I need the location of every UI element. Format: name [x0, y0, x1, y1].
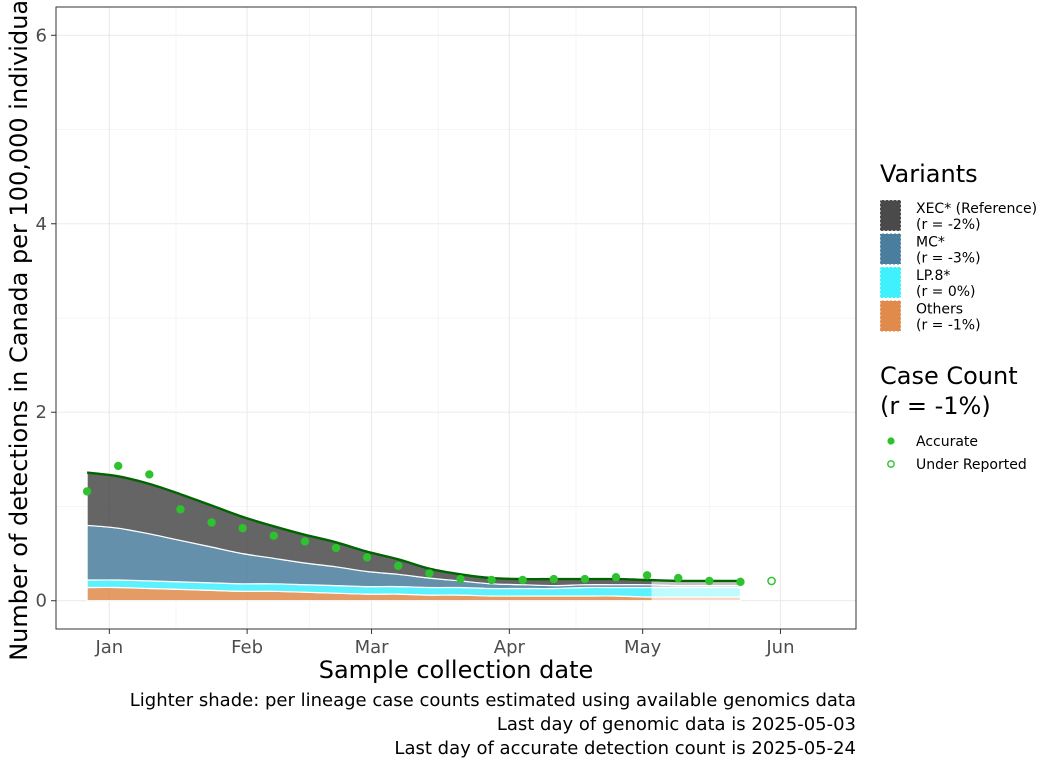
estimated-area-lp-8: [651, 587, 741, 598]
legend-rate-mc: (r = -3%): [916, 251, 981, 267]
accurate-point: [238, 523, 247, 533]
accurate-point: [331, 543, 341, 553]
x-axis: Jan Feb Mar Apr May Jun: [94, 629, 795, 658]
accurate-point: [114, 461, 123, 471]
legend-label-others: Others: [916, 302, 963, 318]
case-count-points: [82, 461, 776, 587]
caption-line-3: Last day of accurate detection count is …: [394, 738, 856, 759]
accurate-point: [549, 574, 558, 584]
accurate-point: [82, 487, 92, 496]
accurate-point: [425, 569, 434, 578]
accurate-point: [176, 505, 185, 514]
legend-case-count-title: Case Count: [880, 362, 1018, 390]
legend-swatch-others: [879, 300, 902, 332]
y-axis-title: Number of detections in Canada per 100,0…: [5, 0, 33, 661]
legend-label-mc: MC*: [916, 235, 945, 251]
legend-accurate-marker: [887, 437, 895, 445]
accurate-point: [580, 574, 590, 584]
legend-variants: XEC* (Reference)(r = -2%) MC*(r = -3%)LP.…: [879, 199, 1037, 334]
legend-case-label: Accurate: [916, 434, 978, 450]
legend-label-xec-reference: XEC* (Reference): [916, 201, 1037, 217]
legend-rate-xec-reference: (r = -2%): [916, 217, 981, 233]
total-line: [86, 471, 741, 583]
legend-case-count: Accurate Under Reported: [887, 434, 1027, 473]
area-layers: [86, 471, 741, 602]
x-tick-label: May: [624, 637, 662, 658]
legend-rate-lp-8: (r = 0%): [916, 284, 976, 300]
caption-line-1: Lighter shade: per lineage case counts e…: [130, 690, 856, 711]
y-tick-label: 0: [36, 591, 47, 612]
accurate-point: [518, 575, 527, 585]
legend-case-count-rate: (r = -1%): [880, 392, 991, 420]
total-line-path: [86, 471, 741, 583]
accurate-point: [487, 575, 496, 585]
accurate-point: [674, 573, 683, 583]
accurate-point: [145, 470, 154, 479]
accurate-point: [394, 561, 403, 571]
legend-under-reported-marker: [887, 460, 895, 468]
x-tick-label: Jan: [94, 637, 123, 658]
legend-rate-others: (r = -1%): [916, 318, 981, 334]
y-tick-label: 4: [36, 214, 47, 235]
legend-swatch-mc: [879, 233, 902, 265]
plot-border: [55, 6, 857, 630]
accurate-point: [269, 531, 278, 540]
legend-swatch-xec-reference: [879, 199, 902, 232]
y-tick-label: 2: [36, 402, 47, 423]
accurate-point: [362, 553, 372, 562]
y-axis: 0 2 4 6: [36, 25, 56, 612]
accurate-point: [705, 576, 714, 586]
legend-variants-title: Variants: [880, 160, 978, 188]
accurate-point: [642, 571, 652, 580]
legend-swatch-lp-8: [879, 266, 902, 299]
legend-case-label: Under Reported: [916, 457, 1027, 473]
caption-line-2: Last day of genomic data is 2025-05-03: [497, 714, 856, 735]
accurate-point: [611, 572, 621, 582]
accurate-point: [736, 577, 745, 587]
legend-label-lp-8: LP.8*: [916, 268, 950, 284]
accurate-point: [207, 518, 216, 527]
estimated-area-others: [651, 596, 741, 602]
accurate-point: [300, 537, 310, 546]
y-tick-label: 6: [36, 25, 47, 46]
under-reported-point: [767, 576, 776, 586]
x-tick-label: Apr: [494, 637, 526, 658]
x-tick-label: Feb: [231, 637, 263, 658]
x-tick-label: Mar: [355, 637, 390, 658]
legend: Variants XEC* (Reference)(r = -2%)MC*(r …: [879, 160, 1037, 473]
x-axis-title: Sample collection date: [319, 656, 594, 684]
captions: Lighter shade: per lineage case counts e…: [130, 690, 856, 759]
x-tick-label: Jun: [765, 637, 794, 658]
accurate-point: [456, 574, 465, 584]
